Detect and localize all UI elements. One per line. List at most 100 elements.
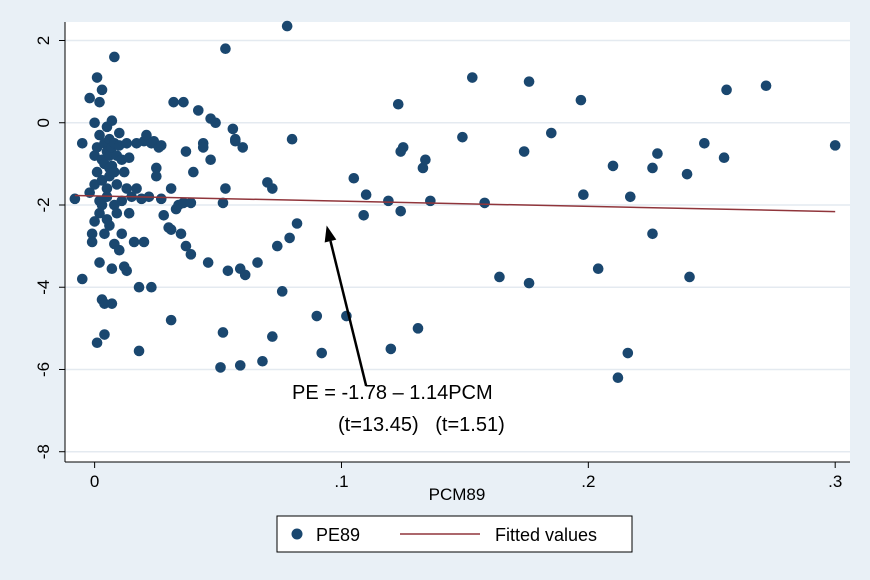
data-point: [180, 146, 192, 157]
data-point: [222, 265, 234, 277]
annotation-arrow: [329, 240, 368, 387]
data-point: [397, 142, 409, 153]
data-point: [178, 96, 189, 108]
data-point: [227, 123, 239, 135]
data-point: [205, 154, 216, 166]
data-point: [385, 343, 397, 355]
data-point: [257, 355, 268, 367]
data-point: [111, 207, 123, 219]
data-point: [155, 193, 167, 205]
data-point: [118, 166, 130, 178]
data-point: [121, 265, 133, 277]
data-point: [523, 277, 535, 289]
data-point: [141, 129, 152, 141]
data-point: [106, 263, 118, 275]
data-point: [91, 337, 103, 349]
data-point: [234, 360, 246, 371]
data-point: [284, 232, 295, 244]
data-point: [578, 189, 589, 201]
data-point: [99, 298, 110, 309]
x-tick-label: 0: [90, 472, 99, 491]
data-point: [348, 172, 360, 184]
data-point: [494, 271, 505, 283]
data-point: [138, 236, 150, 248]
data-point: [652, 148, 663, 159]
data-point: [417, 162, 429, 174]
data-point: [99, 228, 110, 240]
data-point: [94, 207, 105, 219]
data-point: [383, 195, 394, 207]
data-point: [111, 179, 123, 190]
data-point: [165, 314, 177, 326]
legend-marker-pe89: [291, 528, 303, 540]
fitted-values-line: [74, 194, 836, 213]
data-point: [185, 249, 197, 260]
data-point: [94, 257, 105, 268]
data-point: [133, 345, 145, 357]
data-point: [86, 228, 98, 240]
data-point: [104, 150, 115, 161]
data-point: [420, 154, 431, 166]
data-point: [395, 205, 407, 217]
data-point: [518, 146, 530, 157]
data-point: [165, 224, 177, 235]
data-point: [220, 43, 231, 55]
data-point: [104, 220, 115, 231]
annotation-background: [272, 372, 572, 438]
data-point: [699, 138, 710, 149]
data-point: [106, 115, 118, 126]
data-point: [86, 236, 98, 248]
annotation-arrowhead: [324, 225, 337, 243]
data-point: [84, 92, 95, 104]
y-tick-label: -8: [34, 444, 53, 459]
grid: [65, 39, 850, 453]
data-point: [829, 140, 841, 151]
data-point: [681, 168, 693, 180]
data-point: [252, 257, 263, 268]
data-point: [684, 271, 695, 283]
data-point: [276, 286, 288, 297]
data-point: [612, 372, 624, 384]
data-point: [575, 94, 587, 106]
data-point: [114, 127, 125, 139]
data-point: [286, 133, 298, 145]
annotation-t-stats: (t=13.45) (t=1.51): [338, 414, 505, 436]
data-point: [622, 347, 634, 359]
y-tick-label: -2: [34, 197, 53, 212]
data-point: [425, 195, 436, 207]
data-point: [210, 117, 221, 129]
data-point: [760, 80, 772, 92]
data-point: [193, 105, 204, 116]
data-point: [467, 72, 478, 83]
data-point: [479, 197, 490, 209]
data-point: [123, 207, 135, 219]
data-point: [158, 209, 170, 221]
data-point: [114, 244, 125, 256]
data-point: [116, 195, 128, 207]
y-tick-label: -4: [34, 280, 53, 295]
data-point: [291, 218, 303, 229]
data-point: [311, 310, 323, 322]
data-point: [215, 362, 226, 373]
data-point: [412, 323, 424, 334]
data-point: [202, 257, 214, 268]
data-point: [123, 152, 135, 164]
data-point: [133, 281, 145, 293]
data-point: [106, 298, 118, 309]
data-point: [239, 269, 251, 281]
data-point: [217, 327, 229, 338]
data-point: [96, 199, 108, 211]
data-point: [358, 209, 369, 221]
data-point: [131, 183, 142, 194]
x-tick-label: .2: [581, 472, 595, 491]
data-point: [185, 197, 197, 209]
legend-label-fitted: Fitted values: [495, 525, 597, 545]
data-point: [267, 331, 278, 342]
data-point: [220, 183, 231, 194]
data-point: [168, 96, 179, 108]
data-point: [99, 329, 110, 340]
data-point: [230, 135, 241, 147]
x-tick-label: .3: [828, 472, 842, 491]
data-point: [89, 117, 100, 129]
data-point: [523, 76, 535, 87]
